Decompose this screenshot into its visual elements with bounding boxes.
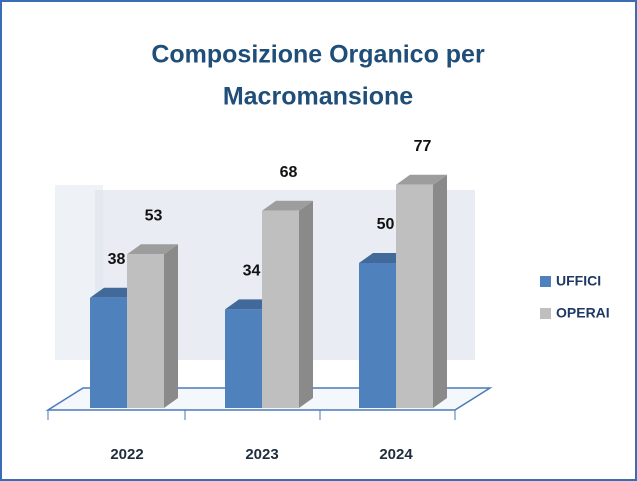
data-label: 38 bbox=[108, 251, 126, 268]
x-tick-label: 2023 bbox=[245, 446, 278, 463]
bar bbox=[262, 210, 299, 408]
bar bbox=[127, 254, 164, 408]
data-label: 77 bbox=[414, 138, 432, 155]
bar bbox=[396, 184, 433, 408]
data-label: 34 bbox=[243, 263, 261, 280]
bar-side bbox=[299, 200, 313, 408]
legend-label: UFFICI bbox=[556, 273, 601, 289]
legend-swatch bbox=[540, 276, 551, 287]
legend-label: OPERAI bbox=[556, 305, 610, 321]
data-label: 68 bbox=[280, 164, 298, 181]
bar-top bbox=[396, 174, 447, 185]
bar-top bbox=[127, 244, 178, 255]
bar bbox=[90, 297, 127, 408]
x-tick-label: 2022 bbox=[110, 446, 143, 463]
data-label: 50 bbox=[377, 216, 395, 233]
chart-title: Composizione Organico per bbox=[151, 41, 485, 69]
x-tick-label: 2024 bbox=[379, 446, 413, 463]
bar-side bbox=[164, 244, 178, 408]
bar-side bbox=[433, 174, 447, 408]
chart-title: Macromansione bbox=[223, 83, 413, 111]
data-label: 53 bbox=[145, 208, 163, 225]
legend-swatch bbox=[540, 308, 551, 319]
bar bbox=[225, 309, 262, 408]
bar-top bbox=[262, 200, 313, 211]
bar bbox=[359, 263, 396, 408]
